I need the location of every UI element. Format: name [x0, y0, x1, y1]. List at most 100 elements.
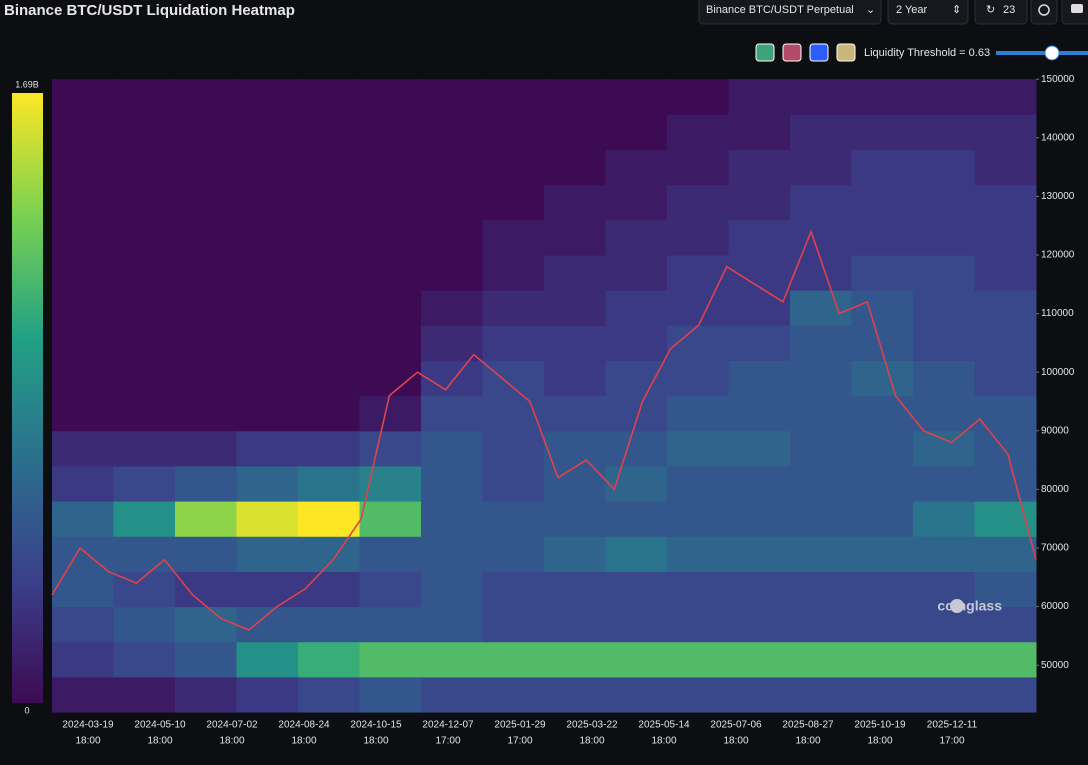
refresh-button[interactable] — [974, 0, 1028, 25]
heat-cell — [298, 536, 360, 572]
heat-cell — [359, 571, 422, 608]
heat-cell — [790, 290, 852, 326]
heat-cell — [544, 360, 606, 397]
heat-cell — [359, 536, 422, 572]
exchange-label: Binance BTC/USDT Perpetual — [706, 4, 854, 16]
heat-cell — [667, 606, 729, 643]
heat-cell — [175, 676, 237, 713]
heat-cell — [298, 290, 360, 326]
heat-cell — [236, 254, 299, 291]
heat-cell — [236, 184, 299, 221]
heat-cell — [236, 536, 299, 572]
heat-cell — [913, 430, 975, 467]
heat-cell — [113, 290, 176, 326]
heat-cell — [851, 501, 914, 537]
heat-cell — [359, 430, 422, 467]
heat-cell — [728, 254, 791, 291]
threshold-handle[interactable] — [1044, 45, 1060, 61]
x-tick-date: 2025-03-22 — [566, 720, 618, 731]
range-select[interactable] — [887, 0, 969, 25]
screenshot-toggle[interactable] — [1030, 0, 1058, 25]
heat-cell — [482, 465, 545, 502]
palette-gold[interactable] — [836, 43, 856, 62]
heat-cell — [913, 325, 975, 361]
palette-blue[interactable] — [809, 43, 829, 62]
heat-cell — [298, 430, 360, 467]
heat-cell — [728, 395, 791, 432]
heat-cell — [236, 641, 299, 678]
x-tick-time: 18:00 — [651, 736, 676, 747]
heat-cell — [913, 395, 975, 432]
heat-cell — [913, 219, 975, 256]
heat-cell — [605, 536, 668, 572]
heat-cell — [298, 606, 360, 643]
heat-cell — [605, 149, 668, 186]
heat-cell — [113, 79, 176, 115]
heat-cell — [359, 676, 422, 713]
heat-cell — [851, 219, 914, 256]
heat-cell — [421, 114, 483, 150]
camera-icon — [1071, 4, 1083, 13]
heat-cell — [544, 79, 606, 115]
heat-cell — [236, 465, 299, 502]
palette-viridis[interactable] — [755, 43, 775, 62]
x-tick-date: 2025-01-29 — [494, 720, 546, 731]
heat-cell — [851, 290, 914, 326]
heat-cell — [974, 571, 1037, 608]
heat-cell — [175, 325, 237, 361]
y-tick-label: 70000 — [1041, 543, 1069, 554]
heat-cell — [52, 114, 114, 150]
heat-cell — [359, 290, 422, 326]
heat-cell — [113, 465, 176, 502]
heat-cell — [421, 536, 483, 572]
heat-cell — [175, 501, 237, 537]
heat-cell — [421, 641, 483, 678]
x-tick-date: 2024-05-10 — [134, 720, 186, 731]
heat-cell — [851, 536, 914, 572]
heat-cell — [667, 360, 729, 397]
x-tick-time: 18:00 — [75, 736, 100, 747]
heat-cell — [544, 254, 606, 291]
heat-cell — [913, 465, 975, 502]
record-icon — [1038, 4, 1050, 16]
heat-cell — [52, 290, 114, 326]
heat-cell — [421, 571, 483, 608]
heat-cell — [236, 290, 299, 326]
x-tick-date: 2024-08-24 — [278, 720, 330, 731]
heat-cell — [790, 501, 852, 537]
heat-cell — [175, 254, 237, 291]
y-tick-label: 110000 — [1041, 308, 1074, 319]
heat-cell — [667, 254, 729, 291]
heat-cell — [667, 641, 729, 678]
colorbar-label: 0 — [24, 705, 29, 715]
heat-cell — [52, 395, 114, 432]
x-tick-date: 2025-05-14 — [638, 720, 690, 731]
x-tick-date: 2024-10-15 — [350, 720, 402, 731]
heat-cell — [605, 254, 668, 291]
heat-cell — [359, 606, 422, 643]
heat-cell — [605, 571, 668, 608]
heat-cell — [851, 676, 914, 713]
heat-cell — [913, 149, 975, 186]
heat-cell — [175, 641, 237, 678]
heat-cell — [359, 219, 422, 256]
heat-cell — [667, 536, 729, 572]
x-tick-date: 2025-10-19 — [854, 720, 906, 731]
heat-cell — [113, 149, 176, 186]
heat-cell — [728, 676, 791, 713]
exchange-select[interactable] — [698, 0, 882, 25]
watermark: coinglass — [937, 598, 1002, 614]
x-tick-time: 17:00 — [435, 736, 460, 747]
heat-cell — [544, 395, 606, 432]
heat-cell — [236, 501, 299, 537]
palette-red[interactable] — [782, 43, 802, 62]
heat-cell — [482, 571, 545, 608]
heat-cell — [544, 290, 606, 326]
heat-cell — [605, 676, 668, 713]
x-tick-time: 17:00 — [507, 736, 532, 747]
heat-cell — [421, 290, 483, 326]
x-tick-time: 18:00 — [219, 736, 244, 747]
heat-cell — [913, 290, 975, 326]
price-line — [51, 229, 1037, 631]
heat-cell — [667, 149, 729, 186]
